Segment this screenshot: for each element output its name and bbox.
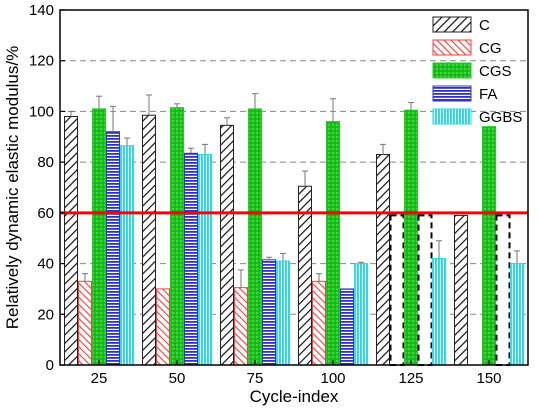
x-tick-label-25: 25 [91, 370, 108, 387]
bar-GGBS-100 [354, 263, 368, 366]
bar-GGBS-150 [510, 263, 524, 366]
y-tick-label-100: 100 [29, 103, 54, 120]
legend: C CG CGS FA GGBS [432, 16, 522, 126]
legend-label-C: C [479, 17, 490, 34]
bar-GGBS-50 [198, 154, 212, 366]
y-tick-label-0: 0 [46, 357, 54, 374]
x-tick-label-125: 125 [398, 370, 423, 387]
bar-C-150 [454, 214, 468, 366]
legend-swatch-C [432, 16, 472, 33]
x-tick-label-100: 100 [320, 370, 345, 387]
y-tick-label-140: 140 [29, 2, 54, 19]
x-tick-label-150: 150 [476, 370, 501, 387]
legend-label-CGS: CGS [479, 63, 512, 80]
legend-swatch-FA [432, 85, 472, 102]
y-tick-label-20: 20 [37, 306, 54, 323]
bar-C-25 [64, 116, 78, 366]
bar-FA-25 [106, 131, 120, 366]
bar-GGBS-75 [276, 260, 290, 366]
bar-GGBS-125 [432, 258, 446, 366]
bar-CGS-125 [404, 109, 418, 366]
legend-swatch-CG [432, 39, 472, 56]
y-tick-label-120: 120 [29, 53, 54, 70]
bar-CGS-25 [92, 108, 106, 366]
bar-FA-150 [495, 214, 511, 366]
bar-C-75 [220, 124, 234, 366]
y-tick-label-40: 40 [37, 256, 54, 273]
axis-ticks: 0 20 40 60 80 100 120 140 25 50 75 100 125 150 [29, 2, 502, 387]
bar-FA-75 [262, 259, 276, 366]
bar-CGS-100 [326, 121, 340, 366]
bar-C-125 [376, 154, 390, 366]
bar-FA-50 [184, 152, 198, 366]
bar-CGS-75 [248, 108, 262, 366]
bar-GGBS-25 [120, 145, 134, 366]
bar-FA-125 [417, 214, 433, 366]
bar-CG-125 [389, 214, 405, 366]
plot-frame [59, 9, 529, 366]
x-tick-label-75: 75 [247, 370, 264, 387]
bar-FA-100 [340, 288, 354, 366]
bar-CG-75 [234, 287, 248, 366]
legend-label-GGBS: GGBS [479, 109, 522, 126]
bar-CGS-50 [170, 107, 184, 366]
bar-CG-100 [312, 280, 326, 366]
y-tick-label-60: 60 [37, 205, 54, 222]
bar-CGS-150 [482, 126, 496, 366]
bar-C-50 [142, 114, 156, 366]
y-axis-label: Relatively dynamic elastic modulus/% [3, 46, 22, 329]
legend-swatch-GGBS [432, 108, 472, 125]
x-axis-label: Cycle-index [250, 387, 339, 406]
legend-swatch-CGS [432, 62, 472, 79]
legend-label-CG: CG [479, 40, 502, 57]
bar-CG-25 [78, 280, 92, 366]
bar-CG-50 [156, 288, 170, 366]
legend-label-FA: FA [479, 86, 497, 103]
x-tick-label-50: 50 [169, 370, 186, 387]
y-tick-label-80: 80 [37, 154, 54, 171]
bars-layer [64, 93, 524, 366]
